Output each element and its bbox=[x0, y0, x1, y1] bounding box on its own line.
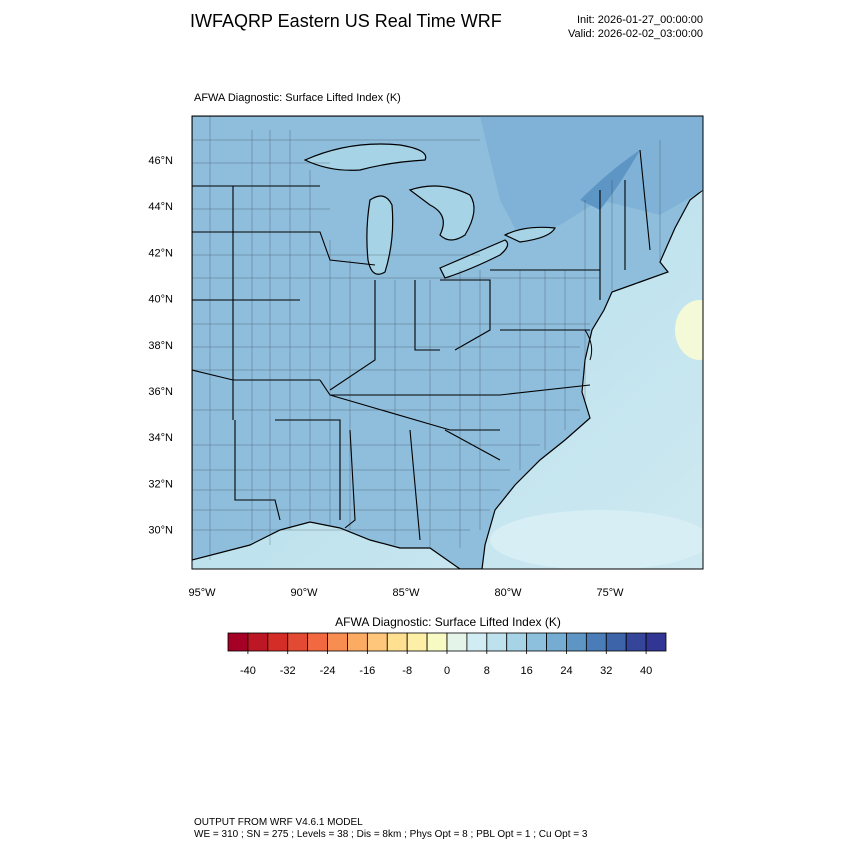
light-patch bbox=[490, 510, 703, 569]
colorbar-box bbox=[406, 632, 428, 652]
colorbar: -40 -32 -24 -16 -8 0 8 16 24 32 40 bbox=[227, 632, 667, 677]
colorbar-title: AFWA Diagnostic: Surface Lifted Index (K… bbox=[335, 615, 561, 629]
lat-label: 44°N bbox=[148, 201, 173, 213]
lon-label: 95°W bbox=[188, 587, 216, 599]
state-lines bbox=[192, 149, 651, 541]
colorbar-box bbox=[247, 632, 269, 652]
lat-label: 40°N bbox=[148, 294, 173, 306]
high-region bbox=[580, 150, 640, 210]
colorbar-tick-label: -24 bbox=[320, 665, 336, 677]
chesapeake bbox=[584, 329, 593, 361]
lake-superior bbox=[303, 143, 427, 171]
colorbar-tick-label: 40 bbox=[640, 665, 652, 677]
colorbar-tick-label: 0 bbox=[444, 665, 450, 677]
colorbar-box bbox=[526, 632, 547, 652]
colorbar-tick-label: 16 bbox=[521, 665, 533, 677]
colorbar-box bbox=[366, 632, 388, 652]
lat-label: 46°N bbox=[148, 155, 173, 167]
map-title: AFWA Diagnostic: Surface Lifted Index (K… bbox=[194, 92, 401, 104]
colorbar-box bbox=[585, 632, 607, 652]
map-frame bbox=[191, 115, 704, 570]
colorbar-tick-label: -40 bbox=[240, 665, 256, 677]
colorbar-tick-label: -16 bbox=[359, 665, 375, 677]
footer-line: OUTPUT FROM WRF V4.6.1 MODEL bbox=[194, 817, 363, 828]
colorbar-tick-label: 32 bbox=[600, 665, 612, 677]
lat-label: 38°N bbox=[148, 340, 173, 352]
lon-label: 75°W bbox=[596, 587, 624, 599]
colorbar-box bbox=[566, 632, 587, 652]
lat-label: 30°N bbox=[148, 525, 173, 537]
lat-label: 36°N bbox=[148, 386, 173, 398]
lon-label: 80°W bbox=[494, 587, 522, 599]
colorbar-box bbox=[386, 632, 408, 652]
colorbar-box bbox=[307, 632, 328, 652]
colorbar-box bbox=[546, 632, 567, 652]
colorbar-box bbox=[287, 632, 309, 652]
colorbar-tick-label: -8 bbox=[402, 665, 412, 677]
colorbar-box bbox=[466, 632, 488, 652]
lake-michigan bbox=[366, 195, 394, 275]
map bbox=[192, 116, 703, 569]
colorbar-box bbox=[625, 632, 647, 652]
init-time: Init: 2026-01-27_00:00:00 bbox=[577, 14, 703, 26]
footer-line: WE = 310 ; SN = 275 ; Levels = 38 ; Dis … bbox=[194, 829, 588, 840]
lon-labels: 95°W 90°W 85°W 80°W 75°W bbox=[188, 587, 624, 599]
valid-time: Valid: 2026-02-02_03:00:00 bbox=[568, 28, 703, 40]
colorbar-tick-label: -32 bbox=[280, 665, 296, 677]
colorbar-box bbox=[327, 632, 348, 652]
colorbar-box bbox=[605, 632, 627, 652]
lat-label: 32°N bbox=[148, 478, 173, 490]
colorbar-box bbox=[347, 632, 368, 652]
colorbar-box bbox=[506, 632, 528, 652]
main-title: IWFAQRP Eastern US Real Time WRF bbox=[190, 11, 502, 31]
lake-ontario bbox=[503, 226, 556, 243]
colorbar-box bbox=[267, 632, 289, 652]
land bbox=[192, 116, 703, 569]
lon-label: 90°W bbox=[290, 587, 318, 599]
county-lines bbox=[192, 116, 661, 560]
canada bbox=[480, 116, 703, 238]
colorbar-box bbox=[645, 632, 667, 652]
lon-label: 85°W bbox=[392, 587, 420, 599]
colorbar-box bbox=[426, 632, 448, 652]
colorbar-box bbox=[486, 632, 508, 652]
colorbar-box bbox=[227, 632, 249, 652]
lat-labels: 46°N 44°N 42°N 40°N 38°N 36°N 34°N 32°N 30°N bbox=[148, 155, 173, 537]
colorbar-box bbox=[446, 632, 468, 652]
warm-patch bbox=[675, 300, 703, 360]
colorbar-tick-label: 8 bbox=[484, 665, 490, 677]
lake-huron bbox=[408, 185, 475, 241]
lat-label: 42°N bbox=[148, 247, 173, 259]
lat-label: 34°N bbox=[148, 432, 173, 444]
colorbar-tick-label: 24 bbox=[560, 665, 572, 677]
